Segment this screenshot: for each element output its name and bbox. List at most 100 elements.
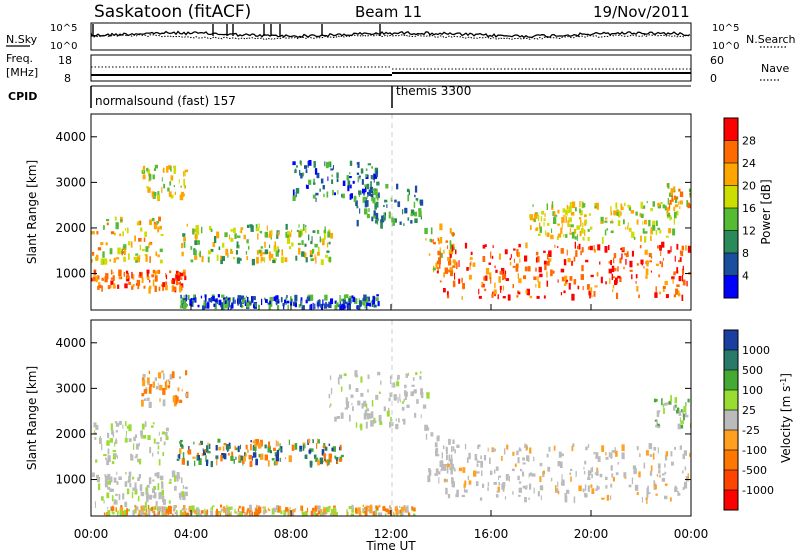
power-cell bbox=[272, 259, 276, 264]
velocity-cell bbox=[319, 457, 323, 465]
power-cell bbox=[452, 247, 455, 251]
power-cell bbox=[374, 304, 377, 308]
power-cell bbox=[246, 239, 249, 244]
power-cell bbox=[446, 295, 450, 299]
power-cell bbox=[180, 191, 184, 197]
velocity-cell bbox=[175, 397, 177, 400]
velocity-cell bbox=[277, 441, 279, 447]
power-cell bbox=[449, 244, 452, 250]
power-cell bbox=[299, 230, 302, 238]
power-cell bbox=[580, 274, 584, 280]
velocity-cell bbox=[550, 477, 553, 482]
velocity-cell bbox=[404, 393, 407, 400]
velocity-cell bbox=[145, 486, 148, 494]
velocity-cell bbox=[555, 485, 557, 492]
power-cell bbox=[300, 172, 303, 179]
power-cell bbox=[264, 297, 266, 301]
velocity-cell bbox=[111, 495, 114, 502]
velocity-cell bbox=[456, 444, 460, 448]
power-cell bbox=[273, 245, 275, 252]
power-cell bbox=[183, 269, 186, 273]
power-cell bbox=[673, 206, 676, 212]
power-cell bbox=[378, 192, 380, 199]
velocity-cell bbox=[666, 402, 670, 405]
velocity-cell bbox=[357, 400, 361, 406]
velocity-cell bbox=[363, 413, 366, 420]
velocity-cell bbox=[94, 430, 96, 434]
velocity-cell bbox=[252, 440, 256, 444]
power-cell bbox=[368, 208, 370, 212]
power-cell bbox=[101, 278, 104, 281]
power-cell bbox=[162, 286, 164, 291]
power-cell bbox=[375, 212, 379, 219]
velocity-cell bbox=[378, 414, 382, 422]
power-cell bbox=[168, 165, 172, 170]
power-cell bbox=[363, 301, 365, 306]
power-colorbar-label: Power [dB] bbox=[759, 179, 773, 244]
x-tick-label: 04:00 bbox=[174, 527, 209, 541]
power-cell bbox=[365, 305, 368, 310]
velocity-cell bbox=[207, 442, 209, 446]
power-cell bbox=[449, 267, 453, 271]
power-cell bbox=[610, 211, 613, 216]
power-cell bbox=[207, 256, 210, 263]
power-cell bbox=[688, 188, 691, 193]
velocity-cell bbox=[330, 513, 332, 516]
power-cell bbox=[543, 221, 545, 227]
power-cell bbox=[266, 225, 268, 231]
power-cell bbox=[590, 287, 593, 293]
velocity-colorbar-segment bbox=[724, 470, 738, 491]
power-cell bbox=[499, 270, 503, 275]
power-cell bbox=[308, 160, 312, 166]
power-cell bbox=[676, 284, 680, 287]
power-cell bbox=[177, 282, 179, 285]
velocity-cell bbox=[664, 463, 666, 468]
power-cell bbox=[125, 275, 128, 281]
velocity-cell bbox=[352, 406, 354, 411]
velocity-cell bbox=[606, 494, 609, 501]
power-cell bbox=[624, 202, 626, 207]
velocity-cell bbox=[163, 441, 166, 446]
power-cell bbox=[287, 231, 290, 235]
power-cell bbox=[294, 303, 297, 308]
power-cell bbox=[170, 175, 174, 181]
power-cell bbox=[570, 211, 575, 216]
velocity-cell bbox=[347, 511, 349, 516]
power-cell bbox=[560, 248, 564, 254]
velocity-cell bbox=[139, 484, 143, 491]
power-cell bbox=[268, 303, 271, 310]
power-cell bbox=[228, 302, 230, 308]
power-cell bbox=[579, 208, 581, 214]
power-cell bbox=[301, 240, 304, 245]
velocity-cell bbox=[526, 455, 530, 461]
velocity-cell bbox=[335, 457, 339, 460]
power-cell bbox=[248, 245, 250, 250]
velocity-cell bbox=[378, 391, 381, 394]
power-cell bbox=[481, 281, 484, 285]
power-cell bbox=[275, 250, 279, 257]
power-cell bbox=[170, 194, 174, 199]
velocity-cell bbox=[205, 455, 207, 462]
power-cell bbox=[675, 210, 679, 216]
velocity-cell bbox=[317, 510, 320, 515]
velocity-cell bbox=[111, 430, 114, 435]
velocity-cell bbox=[653, 398, 657, 403]
velocity-cell bbox=[231, 451, 234, 457]
power-cell bbox=[443, 288, 446, 293]
velocity-cell bbox=[165, 509, 169, 514]
velocity-cell bbox=[653, 483, 656, 490]
velocity-cell bbox=[230, 455, 234, 461]
velocity-cell bbox=[198, 442, 201, 446]
power-cell bbox=[291, 298, 293, 303]
power-cell bbox=[348, 298, 352, 304]
power-cell bbox=[674, 204, 679, 208]
velocity-cell bbox=[317, 439, 320, 444]
power-cell bbox=[372, 188, 375, 191]
velocity-cell bbox=[655, 484, 657, 490]
velocity-cell bbox=[113, 477, 117, 483]
power-cell bbox=[192, 228, 195, 235]
velocity-cell bbox=[105, 513, 109, 516]
power-cell bbox=[304, 253, 306, 256]
power-cell bbox=[649, 260, 652, 263]
